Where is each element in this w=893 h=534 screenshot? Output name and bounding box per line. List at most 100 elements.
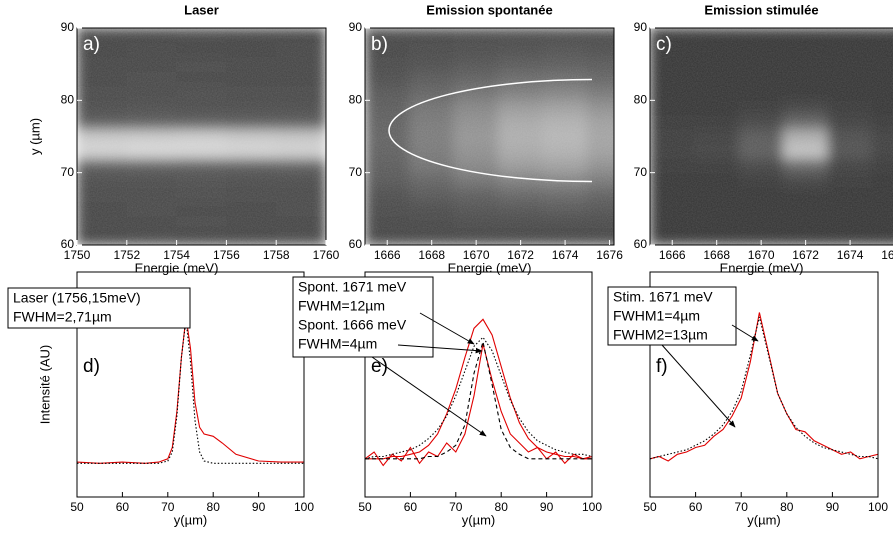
x-tick-label: 1668 <box>703 248 730 262</box>
noise-texture <box>77 28 326 245</box>
panel-label: c) <box>656 34 672 55</box>
x-tick-label: 80 <box>207 500 221 514</box>
annotation-text: FWHM=2,71µm <box>13 309 112 325</box>
x-tick-label: 90 <box>826 500 840 514</box>
annotation-box <box>292 276 434 358</box>
arrow <box>397 344 483 354</box>
x-tick-label: 1754 <box>163 248 190 262</box>
x-tick-label: 50 <box>70 500 84 514</box>
x-tick-label: 1670 <box>463 248 490 262</box>
line-series <box>650 316 878 460</box>
heatmap <box>77 28 326 245</box>
x-tick-label: 1752 <box>113 248 140 262</box>
panel-label: a) <box>83 34 100 55</box>
x-tick-label: 1672 <box>792 248 819 262</box>
x-tick-label: 1670 <box>748 248 775 262</box>
panel-label: e) <box>371 356 388 377</box>
line-series <box>650 312 878 462</box>
ellipse-outline <box>388 78 593 183</box>
x-tick-label: 90 <box>252 500 266 514</box>
y-tick-label: 90 <box>634 20 648 34</box>
y-tick-label: 80 <box>61 93 75 107</box>
annotation-text: FWHM2=13µm <box>613 327 708 343</box>
x-tick-label: 70 <box>449 500 463 514</box>
x-tick-label: 1666 <box>659 248 686 262</box>
x-tick-label: 1676 <box>881 248 893 262</box>
arrow <box>371 356 487 437</box>
annotation-box <box>7 287 191 329</box>
x-tick-label: 1758 <box>263 248 290 262</box>
x-tick-label: 70 <box>161 500 175 514</box>
annotation-box <box>607 286 737 346</box>
x-tick-label: 1674 <box>552 248 579 262</box>
y-axis-label: y (µm) <box>27 118 42 155</box>
line-series <box>77 316 304 464</box>
x-tick-label: 1674 <box>837 248 864 262</box>
x-tick-label: 1666 <box>374 248 401 262</box>
x-tick-label: 100 <box>294 500 314 514</box>
annotation-text: Spont. 1666 meV <box>298 317 407 333</box>
x-tick-label: 100 <box>582 500 602 514</box>
plot-frame <box>649 271 879 498</box>
panel-label: d) <box>83 356 100 377</box>
y-tick-label: 70 <box>634 165 648 179</box>
line-series <box>365 318 592 460</box>
panel-title: Emission spontanée <box>426 2 552 17</box>
annotation-text: Laser (1756,15meV) <box>13 290 141 306</box>
plot-lines <box>650 312 878 462</box>
annotation-text: FWHM=4µm <box>298 336 377 352</box>
panel-label: f) <box>656 356 668 377</box>
x-tick-label: 50 <box>643 500 657 514</box>
x-axis-label: Energie (meV) <box>720 260 804 275</box>
x-tick-label: 1756 <box>213 248 240 262</box>
annotation-text: FWHM1=4µm <box>613 308 700 324</box>
x-tick-label: 50 <box>358 500 372 514</box>
x-tick-label: 80 <box>780 500 794 514</box>
line-series <box>77 319 304 464</box>
panel-label: b) <box>371 34 388 55</box>
annotation-text: FWHM=12µm <box>298 298 385 314</box>
x-axis-label: Energie (meV) <box>135 260 219 275</box>
heatmap <box>365 28 614 245</box>
y-tick-label: 60 <box>349 237 363 251</box>
x-axis-label: Energie (meV) <box>448 260 532 275</box>
x-tick-label: 1750 <box>64 248 91 262</box>
x-tick-label: 60 <box>404 500 418 514</box>
x-tick-label: 90 <box>540 500 554 514</box>
arrow <box>731 324 759 342</box>
arrow <box>419 312 475 345</box>
line-series <box>365 343 592 467</box>
line-series <box>365 341 592 460</box>
x-axis-label: y(µm) <box>174 512 207 527</box>
y-axis-label: Intensité (AU) <box>37 345 52 424</box>
plot-frame <box>364 27 615 246</box>
y-tick-label: 80 <box>349 93 363 107</box>
x-tick-label: 1676 <box>596 248 623 262</box>
plot-lines <box>365 318 592 467</box>
y-tick-label: 60 <box>61 237 75 251</box>
x-axis-label: y(µm) <box>462 512 495 527</box>
x-tick-label: 80 <box>495 500 509 514</box>
plot-frame <box>76 27 327 246</box>
annotation-text: Stim. 1671 meV <box>613 289 713 305</box>
y-tick-label: 90 <box>349 20 363 34</box>
x-tick-label: 70 <box>735 500 749 514</box>
noise-texture <box>650 28 893 245</box>
x-tick-label: 1668 <box>418 248 445 262</box>
y-tick-label: 90 <box>61 20 75 34</box>
x-tick-label: 60 <box>116 500 130 514</box>
x-axis-label: y(µm) <box>747 512 780 527</box>
x-tick-label: 60 <box>689 500 703 514</box>
x-tick-label: 100 <box>868 500 888 514</box>
panel-title: Laser <box>184 2 219 17</box>
x-tick-label: 1672 <box>507 248 534 262</box>
y-tick-label: 70 <box>349 165 363 179</box>
line-series <box>365 336 592 460</box>
noise-texture <box>365 28 614 245</box>
heatmap <box>650 28 893 245</box>
plot-frame <box>76 271 305 498</box>
plot-frame <box>364 271 593 498</box>
y-tick-label: 70 <box>61 165 75 179</box>
annotation-text: Spont. 1671 meV <box>298 279 407 295</box>
